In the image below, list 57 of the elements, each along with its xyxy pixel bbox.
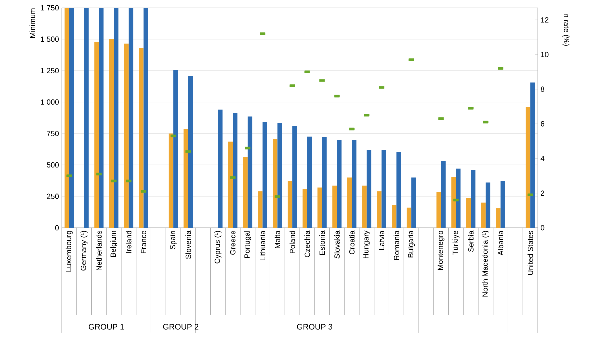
bar bbox=[441, 161, 446, 228]
bar bbox=[188, 76, 194, 228]
bar bbox=[466, 198, 472, 228]
bar bbox=[471, 170, 476, 228]
bar bbox=[64, 8, 70, 228]
bar bbox=[496, 208, 501, 228]
bar bbox=[128, 8, 134, 228]
bar bbox=[99, 8, 104, 228]
bar bbox=[114, 8, 119, 228]
bar bbox=[243, 156, 248, 228]
bar bbox=[233, 112, 238, 228]
bar bbox=[377, 192, 382, 228]
bar bbox=[273, 139, 278, 228]
bar bbox=[292, 126, 298, 228]
bar bbox=[347, 178, 352, 228]
bar bbox=[218, 110, 223, 228]
bar bbox=[278, 123, 282, 228]
bar bbox=[436, 192, 442, 228]
bar bbox=[366, 150, 372, 228]
bar bbox=[248, 116, 253, 228]
bar bbox=[174, 70, 178, 228]
bar bbox=[337, 140, 342, 228]
bar bbox=[84, 8, 89, 228]
bar bbox=[307, 136, 312, 228]
bar bbox=[352, 140, 357, 228]
bar bbox=[94, 42, 100, 228]
bar bbox=[184, 129, 188, 228]
bar bbox=[302, 189, 308, 228]
bar bbox=[406, 208, 412, 228]
bar bbox=[481, 202, 486, 228]
bar bbox=[318, 188, 322, 228]
bar bbox=[392, 205, 397, 228]
bar bbox=[258, 192, 263, 228]
bar bbox=[109, 39, 114, 228]
bar bbox=[526, 107, 531, 228]
bar bbox=[288, 181, 293, 228]
bar bbox=[332, 186, 338, 228]
bar bbox=[486, 182, 491, 228]
text: GROUP 3 bbox=[297, 324, 333, 330]
text: GROUP 2 bbox=[163, 324, 199, 330]
bar bbox=[124, 44, 129, 228]
bar bbox=[382, 150, 386, 228]
bar bbox=[412, 178, 416, 228]
bar bbox=[362, 186, 367, 228]
text: GROUP 1 bbox=[89, 324, 124, 330]
bar bbox=[139, 48, 144, 228]
bar bbox=[168, 134, 174, 228]
bar bbox=[396, 152, 402, 228]
bar bbox=[322, 137, 327, 228]
bar bbox=[144, 8, 148, 228]
bar bbox=[500, 181, 506, 228]
bar bbox=[262, 122, 268, 228]
bar bbox=[452, 177, 456, 228]
bar bbox=[69, 8, 74, 228]
bar bbox=[530, 82, 536, 228]
bar bbox=[456, 168, 461, 228]
bar bbox=[228, 142, 234, 228]
